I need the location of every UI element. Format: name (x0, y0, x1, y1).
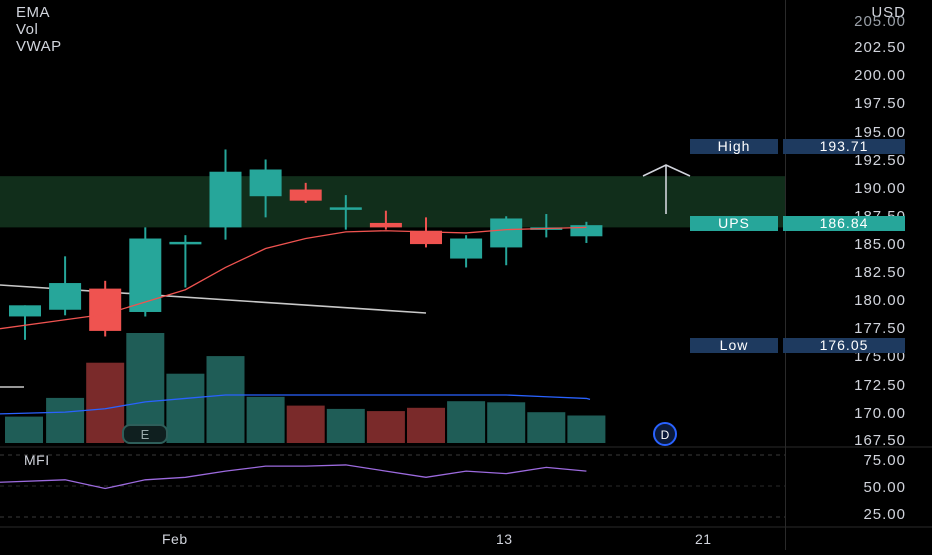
price-tick: 197.50 (854, 95, 906, 112)
last-price-tag[interactable]: 186.84 (783, 216, 905, 231)
candle-body (570, 225, 603, 237)
volume-bar (246, 396, 285, 443)
candle[interactable] (169, 235, 202, 288)
price-tick: 205.00 (854, 13, 906, 30)
time-label-13: 13 (496, 531, 513, 547)
price-tick: 190.00 (854, 180, 906, 197)
volume-bar (326, 408, 365, 443)
mfi-line (0, 464, 587, 490)
candle-body (9, 305, 41, 317)
volume-bar (567, 415, 606, 443)
high-tag-value[interactable]: 193.71 (783, 139, 905, 154)
mfi-tick: 50.00 (863, 479, 906, 496)
candle[interactable] (129, 227, 162, 317)
high-tag-label[interactable]: High (690, 139, 778, 154)
volume-bar (407, 407, 445, 443)
price-tick: 167.50 (854, 432, 906, 449)
candle-body (209, 171, 242, 228)
volume-bar (487, 402, 526, 443)
time-label-feb: Feb (162, 531, 188, 547)
indicator-legend: EMA Vol VWAP (16, 4, 62, 55)
volume-bar (527, 412, 566, 443)
candle-body (369, 222, 402, 228)
candle-body (490, 218, 523, 248)
price-tick: 195.00 (854, 124, 906, 141)
candle[interactable] (49, 256, 82, 316)
candle-body (249, 169, 282, 197)
candle[interactable] (289, 182, 322, 203)
volume-bar (286, 405, 325, 443)
candle-body (169, 241, 202, 245)
candle-body (289, 189, 322, 201)
candle-body (329, 207, 362, 210)
candle[interactable] (450, 235, 483, 268)
candle[interactable] (9, 305, 41, 340)
up-arrow-icon[interactable] (642, 164, 691, 214)
candle[interactable] (570, 221, 603, 243)
candle[interactable] (329, 195, 362, 230)
price-tick: 192.50 (854, 152, 906, 169)
candle-body (450, 238, 483, 259)
candle-body (410, 230, 442, 245)
price-tick: 182.50 (854, 264, 906, 281)
price-tick: 185.00 (854, 236, 906, 253)
mfi-tick: 25.00 (863, 506, 906, 523)
legend-vwap[interactable]: VWAP (16, 38, 62, 55)
mfi-tick: 75.00 (863, 452, 906, 469)
volume-bar (86, 362, 125, 443)
price-tick: 170.00 (854, 405, 906, 422)
price-axis-border (785, 0, 786, 550)
resistance-zone (0, 176, 785, 228)
candle[interactable] (490, 216, 523, 266)
dividend-marker[interactable]: D (653, 422, 677, 446)
volume-bar (5, 416, 43, 443)
ema-line (0, 226, 587, 330)
price-tick: 202.50 (854, 39, 906, 56)
time-label-21: 21 (695, 531, 712, 547)
price-tick: 172.50 (854, 377, 906, 394)
mfi-legend[interactable]: MFI (24, 452, 50, 468)
low-tag-value[interactable]: 176.05 (783, 338, 905, 353)
candle[interactable] (89, 280, 122, 337)
candle-body (129, 238, 162, 312)
candle-body (89, 288, 122, 331)
volume-bar (366, 411, 405, 443)
candle[interactable] (369, 210, 402, 230)
volume-bar (447, 401, 486, 443)
candle[interactable] (209, 149, 242, 240)
earnings-marker[interactable]: E (122, 424, 168, 444)
currency-label[interactable]: USD (871, 4, 906, 21)
symbol-tag-label[interactable]: UPS (690, 216, 778, 231)
legend-ema[interactable]: EMA (16, 4, 51, 21)
price-tick: 200.00 (854, 67, 906, 84)
price-tick: 177.50 (854, 320, 906, 337)
price-tick: 180.00 (854, 292, 906, 309)
volume-bar (166, 373, 205, 443)
dividend-marker-label: D (661, 428, 670, 442)
low-tag-label[interactable]: Low (690, 338, 778, 353)
vwap-line (0, 394, 591, 415)
earnings-marker-label: E (141, 427, 150, 442)
candle[interactable] (249, 159, 282, 218)
candle-body (49, 283, 82, 310)
legend-vol[interactable]: Vol (16, 21, 39, 38)
volume-bar (206, 356, 245, 443)
volume-bar (46, 397, 85, 443)
